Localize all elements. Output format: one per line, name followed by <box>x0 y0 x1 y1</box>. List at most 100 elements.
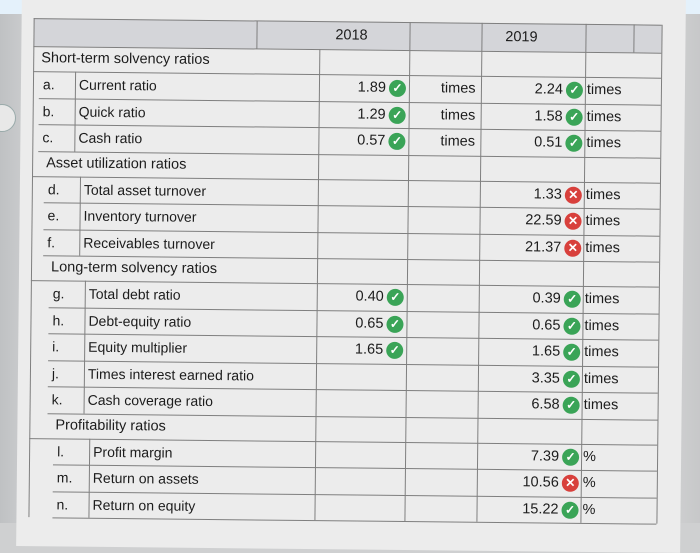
ratio-worksheet: 2018 2019 Short-term solvency ratios a. Curr… <box>16 0 686 553</box>
unit-2019: times <box>583 370 619 387</box>
column-divider <box>74 124 76 152</box>
value-2019: 3.35 <box>531 369 561 387</box>
ratio-letter: f. <box>47 233 56 250</box>
ratio-letter: l. <box>57 442 65 459</box>
ratio-name: Quick ratio <box>78 103 146 120</box>
unit-2018: times <box>440 106 476 124</box>
ratio-name: Equity multiplier <box>88 338 188 356</box>
check-icon: ✓ <box>563 290 581 308</box>
value-2018: 0.65 <box>355 315 384 332</box>
ratio-name: Current ratio <box>78 76 157 94</box>
unit-2019: % <box>582 474 596 492</box>
value-2019: 21.37 <box>524 238 562 256</box>
ratio-letter: i. <box>52 338 60 355</box>
value-2018: 1.29 <box>357 106 386 123</box>
check-icon: ✓ <box>563 317 581 335</box>
ratio-letter: d. <box>47 180 60 197</box>
cross-icon: ✕ <box>561 474 579 492</box>
row-divider <box>52 517 657 525</box>
check-icon: ✓ <box>386 315 404 333</box>
value-2019: 1.65 <box>531 343 561 360</box>
column-divider <box>79 176 82 203</box>
value-2019: 7.39 <box>530 447 560 465</box>
ratio-letter: c. <box>42 129 54 146</box>
year-2018-header: 2018 <box>335 27 368 44</box>
value-2019: 6.58 <box>531 396 560 413</box>
column-divider <box>83 360 86 387</box>
check-icon: ✓ <box>388 79 407 98</box>
value-2019: 1.58 <box>534 107 563 125</box>
check-icon: ✓ <box>562 448 580 466</box>
unit-2019: times <box>583 396 619 414</box>
cross-icon: ✕ <box>564 239 582 257</box>
cross-icon: ✕ <box>564 212 582 230</box>
year-2019-header: 2019 <box>505 29 538 46</box>
ratio-name: Debt-equity ratio <box>88 312 192 330</box>
ratio-letter: n. <box>56 495 69 513</box>
column-divider <box>74 98 76 125</box>
column-divider <box>88 464 90 492</box>
check-icon: ✓ <box>386 288 404 307</box>
unit-2019: times <box>585 212 621 230</box>
section-title: Long-term solvency ratios <box>50 259 218 278</box>
value-2019: 0.65 <box>532 316 561 334</box>
ratio-letter: j. <box>51 364 60 381</box>
value-2019: 0.39 <box>532 290 561 307</box>
check-icon: ✓ <box>565 108 583 126</box>
ratio-letter: a. <box>42 76 55 93</box>
value-2019: 2.24 <box>534 81 564 98</box>
check-icon: ✓ <box>565 134 583 152</box>
unit-2019: times <box>585 239 621 256</box>
unit-2018: times <box>440 80 476 97</box>
ratio-name: Receivables turnover <box>83 234 215 252</box>
section-title: Short-term solvency ratios <box>41 50 210 68</box>
check-icon: ✓ <box>561 501 579 519</box>
ratio-letter: h. <box>52 311 65 328</box>
column-divider <box>656 24 663 524</box>
unit-2019: times <box>585 186 621 203</box>
cross-icon: ✕ <box>564 186 582 204</box>
unit-2019: % <box>583 448 597 465</box>
column-divider <box>88 438 91 465</box>
section-title: Profitability ratios <box>55 416 166 435</box>
ratio-name: Total asset turnover <box>83 181 207 199</box>
value-2019: 15.22 <box>522 500 559 518</box>
unit-2019: times <box>586 134 622 152</box>
ratio-letter: b. <box>42 102 55 119</box>
ratio-name: Inventory turnover <box>83 207 197 225</box>
column-divider <box>28 18 35 518</box>
section-title: Asset utilization ratios <box>46 154 187 173</box>
column-divider <box>83 386 85 414</box>
ratio-name: Cash coverage ratio <box>87 391 214 410</box>
column-divider <box>84 280 86 308</box>
ratio-letter: m. <box>56 469 73 486</box>
unit-2019: times <box>584 343 619 361</box>
ratio-letter: k. <box>51 391 63 408</box>
unit-2019: times <box>584 317 620 334</box>
value-2018: 1.89 <box>357 79 387 96</box>
check-icon: ✓ <box>388 132 406 151</box>
check-icon: ✓ <box>386 341 404 360</box>
column-divider <box>74 71 77 99</box>
check-icon: ✓ <box>388 106 406 124</box>
unit-2019: times <box>586 81 622 99</box>
ratio-letter: e. <box>47 207 60 224</box>
ratio-name: Cash ratio <box>78 129 143 147</box>
column-divider <box>88 491 90 518</box>
value-2019: 0.51 <box>534 134 563 151</box>
ratio-name: Total debt ratio <box>88 285 181 303</box>
value-2019: 22.59 <box>525 212 562 229</box>
unit-2018: times <box>440 133 476 150</box>
ratio-letter: g. <box>52 285 65 302</box>
check-icon: ✓ <box>563 343 581 361</box>
column-divider <box>84 307 86 334</box>
check-icon: ✓ <box>562 396 580 414</box>
value-2018: 0.40 <box>355 288 384 305</box>
column-divider <box>79 202 81 230</box>
column-divider <box>79 229 81 256</box>
column-divider <box>84 333 86 361</box>
unit-2019: % <box>582 501 596 518</box>
check-icon: ✓ <box>562 370 581 388</box>
value-2018: 0.57 <box>357 132 386 149</box>
value-2019: 10.56 <box>522 474 559 491</box>
